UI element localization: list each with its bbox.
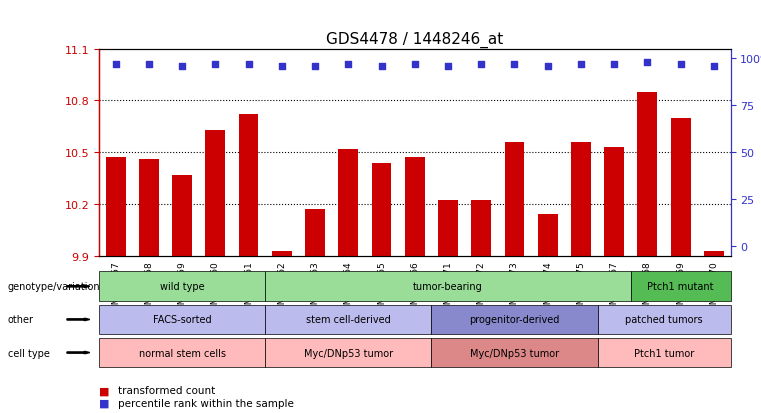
Bar	[604, 148, 624, 256]
Title: GDS4478 / 1448246_at: GDS4478 / 1448246_at	[326, 32, 503, 48]
Text: patched tumors: patched tumors	[626, 315, 703, 325]
Text: cell type: cell type	[8, 348, 49, 358]
Bar	[305, 210, 325, 256]
Bar	[538, 215, 558, 256]
Point	[275, 63, 288, 70]
Point	[342, 61, 355, 68]
Bar	[205, 131, 225, 256]
Point	[409, 61, 421, 68]
Text: stem cell-derived: stem cell-derived	[306, 315, 390, 325]
Bar	[670, 119, 691, 256]
Text: ■: ■	[99, 385, 110, 395]
Bar	[571, 142, 591, 256]
Text: percentile rank within the sample: percentile rank within the sample	[118, 398, 294, 408]
Text: progenitor-derived: progenitor-derived	[470, 315, 559, 325]
Point	[608, 61, 620, 68]
Point	[708, 63, 720, 70]
Bar	[438, 201, 458, 256]
Bar	[172, 175, 192, 256]
Bar	[471, 201, 491, 256]
Bar	[272, 251, 291, 256]
Bar	[505, 142, 524, 256]
Text: ■: ■	[99, 398, 110, 408]
Text: Myc/DNp53 tumor: Myc/DNp53 tumor	[304, 348, 393, 358]
Bar	[371, 163, 391, 256]
Text: FACS-sorted: FACS-sorted	[153, 315, 212, 325]
Point	[243, 61, 255, 68]
Point	[475, 61, 487, 68]
Text: genotype/variation: genotype/variation	[8, 282, 100, 292]
Text: wild type: wild type	[160, 282, 205, 292]
Bar	[405, 158, 425, 256]
Text: transformed count: transformed count	[118, 385, 215, 395]
Text: Ptch1 mutant: Ptch1 mutant	[648, 282, 714, 292]
Point	[309, 63, 321, 70]
Text: Ptch1 tumor: Ptch1 tumor	[634, 348, 694, 358]
Point	[375, 63, 387, 70]
Point	[674, 61, 686, 68]
Text: tumor-bearing: tumor-bearing	[413, 282, 483, 292]
Bar	[638, 93, 658, 256]
Text: normal stem cells: normal stem cells	[139, 348, 225, 358]
Point	[110, 61, 122, 68]
Point	[442, 63, 454, 70]
Point	[143, 61, 155, 68]
Point	[642, 59, 654, 66]
Point	[209, 61, 221, 68]
Bar	[704, 251, 724, 256]
Bar	[238, 115, 259, 256]
Point	[508, 61, 521, 68]
Point	[542, 63, 554, 70]
Bar	[139, 160, 159, 256]
Point	[575, 61, 587, 68]
Point	[176, 63, 188, 70]
Bar	[106, 158, 126, 256]
Text: other: other	[8, 315, 33, 325]
Text: Myc/DNp53 tumor: Myc/DNp53 tumor	[470, 348, 559, 358]
Bar	[339, 150, 358, 256]
